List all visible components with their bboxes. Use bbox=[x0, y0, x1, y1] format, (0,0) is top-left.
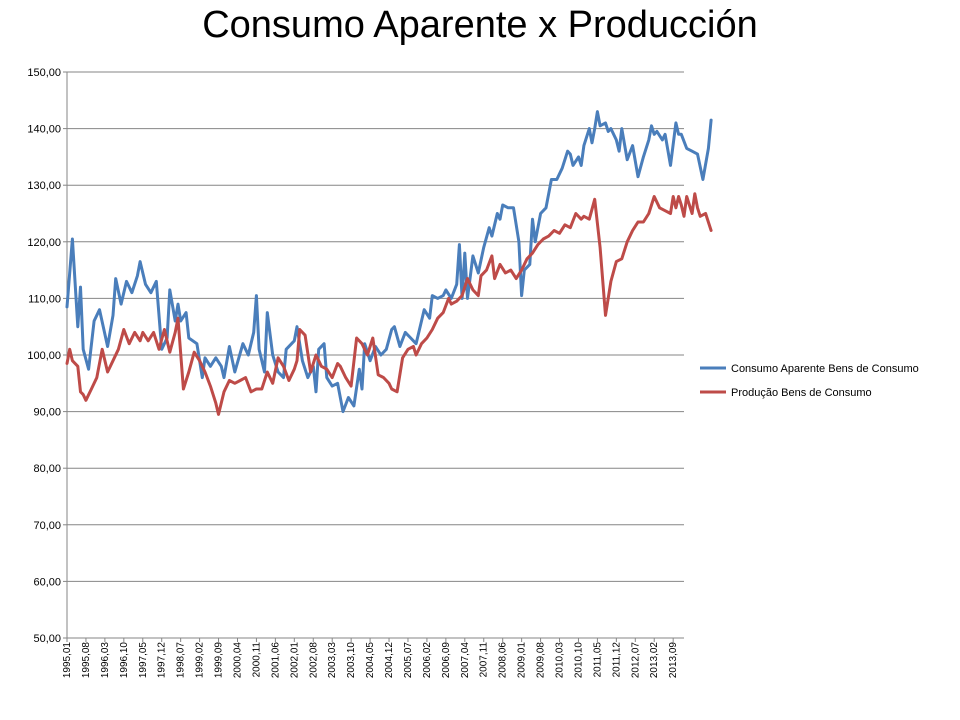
x-tick-label: 2012,07 bbox=[630, 642, 641, 679]
legend: Consumo Aparente Bens de Consumo Produção… bbox=[700, 363, 919, 399]
y-tick-label: 100,00 bbox=[27, 350, 61, 362]
x-tick-label: 2002,08 bbox=[308, 642, 319, 679]
x-tick-label: 2003,03 bbox=[327, 642, 338, 679]
y-tick-label: 80,00 bbox=[33, 463, 61, 475]
x-tick-label: 1995,08 bbox=[81, 642, 92, 679]
x-tick-label: 2001,06 bbox=[270, 642, 281, 679]
series-line-1 bbox=[65, 110, 713, 414]
x-tick-label: 2008,06 bbox=[498, 642, 509, 679]
y-tick-label: 50,00 bbox=[33, 633, 61, 645]
x-tick-label: 2013,09 bbox=[668, 642, 679, 679]
x-tick-label: 2000,04 bbox=[232, 642, 243, 679]
x-tick-label: 2009,01 bbox=[517, 642, 528, 679]
legend-label: Produção Bens de Consumo bbox=[731, 387, 872, 399]
x-tick-label: 1999,09 bbox=[214, 642, 225, 679]
x-tick-label: 1996,10 bbox=[119, 642, 130, 679]
axes bbox=[66, 72, 684, 642]
x-tick-label: 2000,11 bbox=[251, 642, 262, 678]
x-tick-label: 1999,02 bbox=[195, 642, 206, 679]
x-tick-label: 1997,12 bbox=[157, 642, 168, 679]
y-tick-label: 60,00 bbox=[33, 576, 61, 588]
x-tick-labels: 1995,01 1995,08 1996,03 1996,10 1997,05 1997,… bbox=[62, 642, 679, 679]
x-tick-label: 2010,03 bbox=[555, 642, 566, 679]
x-tick-label: 2004,05 bbox=[365, 642, 376, 679]
x-tick-label: 2006,02 bbox=[422, 642, 433, 679]
x-tick-label: 2006,09 bbox=[441, 642, 452, 679]
x-tick-label: 2007,04 bbox=[460, 642, 471, 679]
series-line-2 bbox=[65, 192, 713, 416]
x-tick-label: 2010,10 bbox=[573, 642, 584, 679]
y-tick-label: 120,00 bbox=[27, 237, 61, 249]
y-tick-labels: 50,00 60,00 70,00 80,00 90,00 100,00 110,00 120… bbox=[27, 67, 61, 645]
x-tick-label: 2007,11 bbox=[479, 642, 490, 678]
y-tick-label: 150,00 bbox=[27, 67, 61, 79]
x-tick-label: 2004,12 bbox=[384, 642, 395, 679]
x-tick-label: 2009,08 bbox=[536, 642, 547, 679]
x-tick-label: 2003,10 bbox=[346, 642, 357, 679]
y-tick-label: 130,00 bbox=[27, 180, 61, 192]
chart-title: Consumo Aparente x Producción bbox=[202, 4, 758, 46]
y-tick-label: 90,00 bbox=[33, 407, 61, 419]
x-tick-label: 2011,12 bbox=[611, 642, 622, 678]
x-tick-label: 1995,01 bbox=[62, 642, 73, 679]
x-tick-label: 1996,03 bbox=[100, 642, 111, 679]
y-tick-label: 70,00 bbox=[33, 520, 61, 532]
legend-label: Consumo Aparente Bens de Consumo bbox=[731, 363, 919, 375]
x-tick-label: 2011,05 bbox=[592, 642, 603, 678]
series-lines bbox=[65, 110, 713, 416]
y-tick-label: 110,00 bbox=[28, 293, 61, 305]
x-tick-label: 2002,01 bbox=[289, 642, 300, 679]
y-tick-label: 140,00 bbox=[27, 124, 61, 136]
x-tick-label: 1997,05 bbox=[138, 642, 149, 679]
x-tick-label: 1998,07 bbox=[176, 642, 187, 679]
x-tick-label: 2013,02 bbox=[649, 642, 660, 679]
x-tick-label: 2005,07 bbox=[403, 642, 414, 679]
